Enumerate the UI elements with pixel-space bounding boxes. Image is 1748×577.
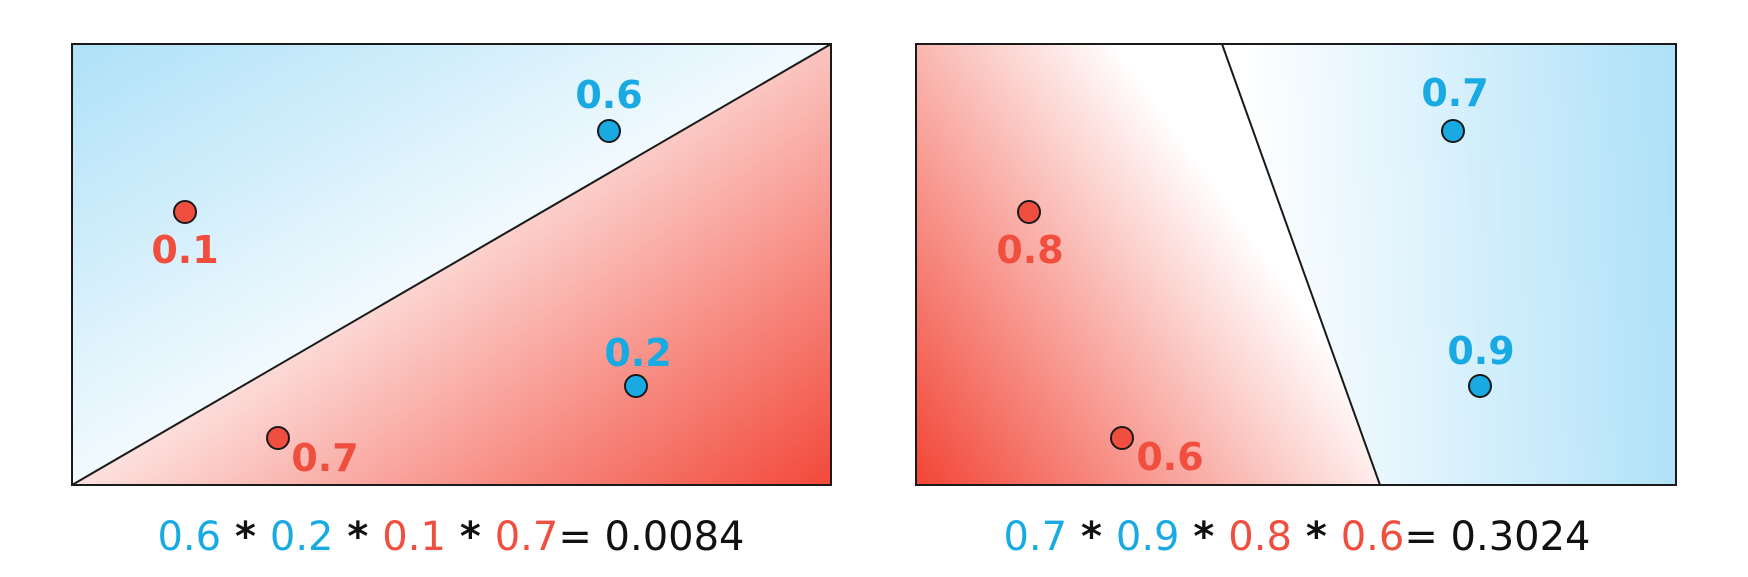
eq-left-term-4: 0.7 — [495, 514, 559, 560]
left-point-red-2 — [266, 426, 290, 450]
left-point-blue-1 — [597, 119, 621, 143]
left-panel: 0.6 0.1 0.2 0.7 — [71, 43, 832, 486]
eq-right-op-1: * — [1067, 514, 1116, 560]
eq-left-result: = 0.0084 — [558, 514, 744, 560]
left-point-blue-1-label: 0.6 — [575, 73, 642, 117]
right-point-blue-2-label: 0.9 — [1447, 329, 1514, 373]
right-red-region — [916, 44, 1380, 485]
eq-right-result: = 0.3024 — [1404, 514, 1590, 560]
eq-left-term-3: 0.1 — [382, 514, 446, 560]
right-blue-region — [1222, 44, 1676, 485]
right-decision-boundary — [1221, 43, 1381, 486]
left-point-blue-2-label: 0.2 — [604, 331, 671, 375]
eq-right-term-3: 0.8 — [1228, 514, 1292, 560]
eq-right-term-4: 0.6 — [1341, 514, 1405, 560]
right-point-red-1-label: 0.8 — [996, 228, 1063, 272]
left-likelihood-equation: 0.6 * 0.2 * 0.1 * 0.7= 0.0084 — [157, 514, 744, 560]
eq-right-op-2: * — [1180, 514, 1229, 560]
left-decision-boundary — [71, 43, 832, 486]
right-point-blue-2 — [1468, 374, 1492, 398]
right-point-blue-1 — [1441, 119, 1465, 143]
left-point-blue-2 — [624, 374, 648, 398]
right-point-red-1 — [1017, 200, 1041, 224]
eq-right-term-1: 0.7 — [1003, 514, 1067, 560]
eq-left-op-3: * — [446, 514, 495, 560]
right-point-blue-1-label: 0.7 — [1421, 71, 1488, 115]
left-point-red-1-label: 0.1 — [151, 228, 218, 272]
right-panel-frame — [915, 43, 1677, 486]
right-point-red-2 — [1110, 426, 1134, 450]
right-point-red-2-label: 0.6 — [1136, 435, 1203, 479]
eq-left-term-1: 0.6 — [157, 514, 221, 560]
left-point-red-2-label: 0.7 — [291, 436, 358, 480]
right-panel: 0.7 0.8 0.9 0.6 — [915, 43, 1677, 486]
eq-left-op-1: * — [221, 514, 270, 560]
left-point-red-1 — [173, 200, 197, 224]
right-likelihood-equation: 0.7 * 0.9 * 0.8 * 0.6= 0.3024 — [1003, 514, 1590, 560]
eq-right-op-3: * — [1292, 514, 1341, 560]
eq-left-term-2: 0.2 — [270, 514, 334, 560]
left-panel-frame — [71, 43, 832, 486]
eq-right-term-2: 0.9 — [1116, 514, 1180, 560]
eq-left-op-2: * — [334, 514, 383, 560]
